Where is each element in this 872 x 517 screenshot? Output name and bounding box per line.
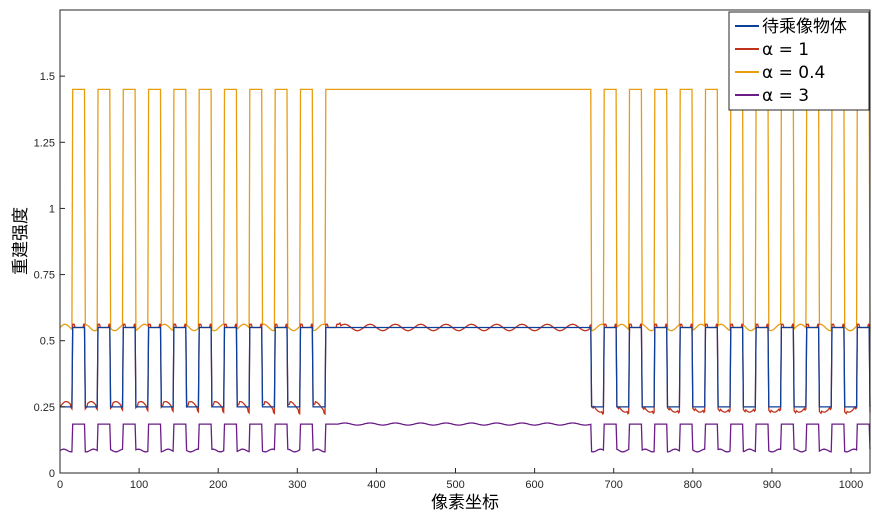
- y-axis-ticks: 0 0.25 0.5 0.75 1 1.25 1.5: [34, 71, 65, 480]
- x-tick-label: 100: [130, 479, 148, 491]
- x-axis-label: 像素坐标: [431, 493, 499, 513]
- legend-box: [728, 11, 870, 111]
- series-line: [59, 422, 871, 453]
- y-tick-label: 1.25: [34, 137, 55, 149]
- x-tick-label: 200: [209, 479, 227, 491]
- x-tick-label: 400: [367, 479, 385, 491]
- legend-entry: 待乘像物体: [762, 17, 847, 37]
- x-tick-label: 1000: [839, 479, 863, 491]
- y-tick-label: 0.25: [34, 402, 55, 414]
- series-line: [60, 326, 871, 408]
- x-tick-label: 600: [525, 479, 543, 491]
- y-axis-label: 重建强度: [11, 207, 31, 275]
- y-tick-label: 0.5: [40, 336, 55, 348]
- y-tick-label: 0.75: [34, 270, 55, 282]
- x-tick-label: 0: [57, 479, 63, 491]
- y-tick-label: 1.5: [40, 71, 55, 83]
- legend-entry: α = 1: [762, 40, 809, 60]
- plot-frame: [59, 9, 871, 474]
- x-tick-label: 500: [446, 479, 464, 491]
- legend-entry: α = 3: [762, 86, 809, 106]
- y-tick-label: 1: [49, 203, 55, 215]
- x-tick-label: 300: [288, 479, 306, 491]
- legend: 待乘像物体 α = 1 α = 0.4 α = 3: [728, 11, 870, 111]
- x-tick-label: 700: [605, 479, 623, 491]
- y-tick-label: 0: [49, 468, 55, 480]
- x-axis-ticks: 0 100 200 300 400 500 600 700 800 900 1000: [57, 468, 863, 491]
- x-tick-label: 900: [763, 479, 781, 491]
- legend-entry: α = 0.4: [762, 63, 825, 83]
- x-tick-label: 800: [684, 479, 702, 491]
